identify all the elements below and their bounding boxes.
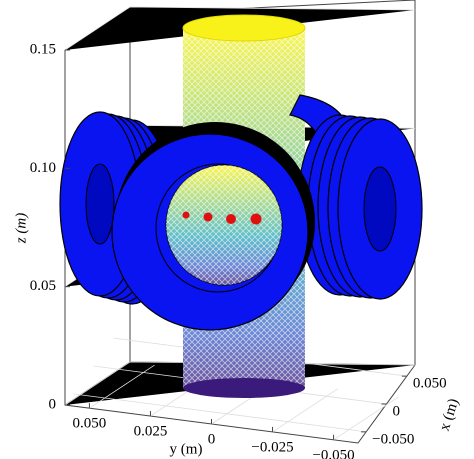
grid-line [333, 396, 399, 441]
z-tick-label: 0.15 [30, 41, 56, 57]
x-tick-label: −0.050 [372, 431, 414, 447]
markers [182, 211, 262, 225]
cylinder-top [182, 14, 306, 42]
z-tick-label: 0.05 [30, 278, 56, 294]
y-axis-label: y (m) [170, 441, 203, 457]
grid-line [73, 393, 367, 433]
y-tick-label: 0.025 [134, 424, 168, 440]
x-axis-label: x (m) [437, 397, 462, 433]
y-tick-label: −0.025 [251, 439, 293, 455]
marker [182, 211, 190, 219]
x-tick-label: 0.050 [413, 376, 447, 392]
coil-right [297, 114, 423, 300]
coil-front [111, 122, 315, 331]
x-tick-label: 0 [393, 403, 401, 419]
cylinder-bottom [183, 378, 305, 398]
marker [203, 212, 213, 222]
marker [250, 213, 262, 225]
z-axis-label: z (m) [13, 213, 29, 244]
y-tick-label: 0.050 [73, 416, 107, 432]
z-tick-label: 0 [49, 396, 57, 412]
y-tick-label: 0 [208, 431, 216, 447]
y-tick-label: −0.050 [312, 447, 354, 459]
z-tick-label: 0.10 [30, 160, 56, 176]
marker [226, 214, 236, 224]
